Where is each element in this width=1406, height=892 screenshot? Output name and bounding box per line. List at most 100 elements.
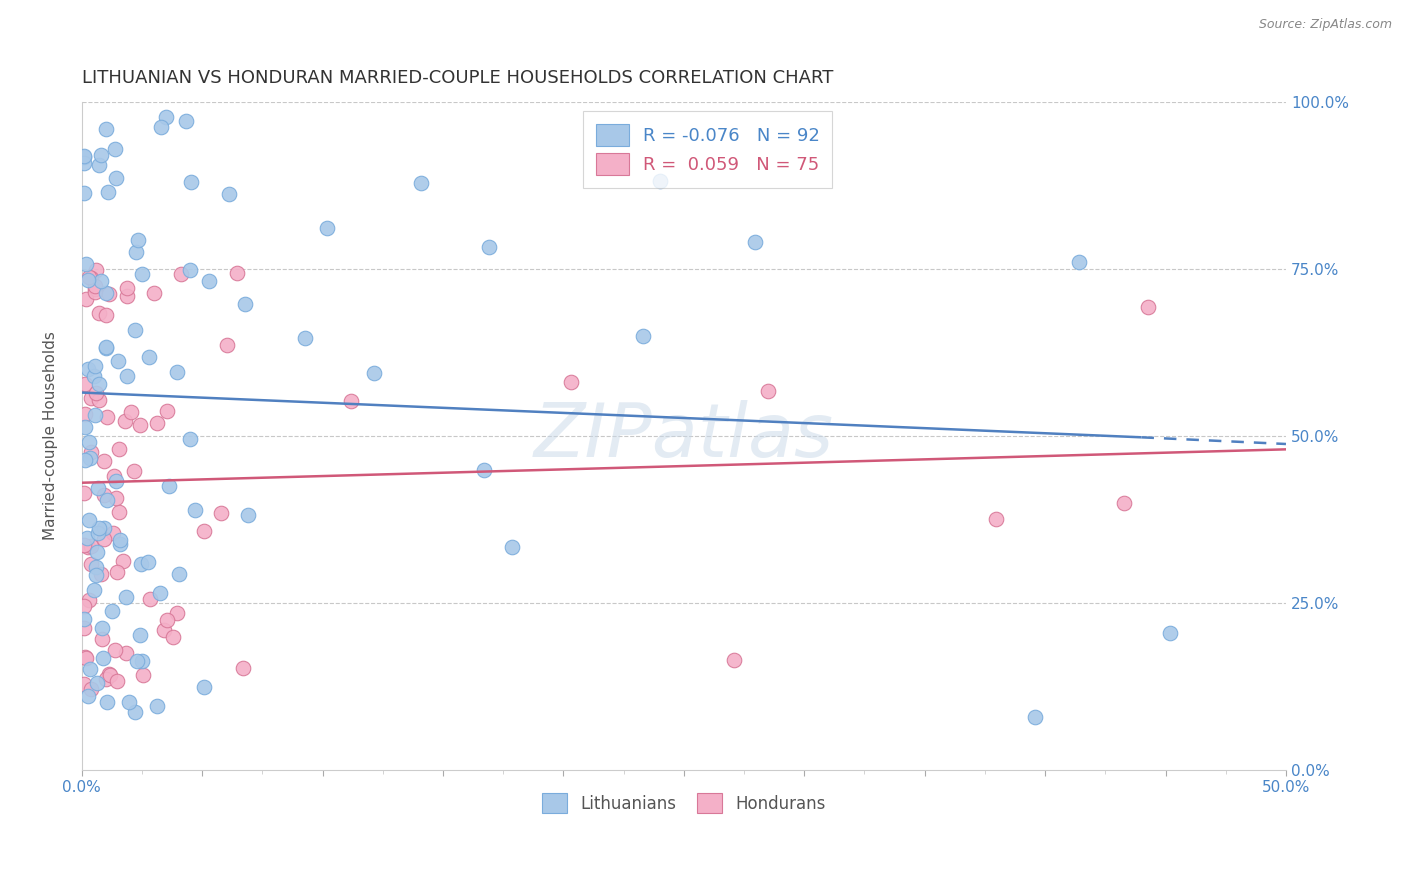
Point xyxy=(146,698,169,713)
Point xyxy=(84,559,107,574)
Point xyxy=(94,341,117,355)
Point xyxy=(73,155,96,169)
Point xyxy=(138,350,160,364)
Point xyxy=(104,491,127,505)
Point xyxy=(73,186,96,200)
Point xyxy=(84,282,107,296)
Point xyxy=(98,286,121,301)
Point xyxy=(83,359,105,374)
Point xyxy=(89,392,111,407)
Legend: Lithuanians, Hondurans: Lithuanians, Hondurans xyxy=(534,785,834,822)
Point xyxy=(100,668,122,682)
Point xyxy=(86,544,108,558)
Point xyxy=(472,462,495,476)
Point xyxy=(166,606,188,620)
Point xyxy=(1137,301,1160,315)
Point xyxy=(723,653,745,667)
Point xyxy=(115,591,138,605)
Point xyxy=(83,369,105,384)
Point xyxy=(183,503,205,517)
Point xyxy=(1024,709,1046,723)
Point xyxy=(84,262,107,277)
Point xyxy=(115,289,138,303)
Point xyxy=(215,337,238,351)
Point xyxy=(103,526,125,541)
Point xyxy=(1112,495,1135,509)
Point xyxy=(131,557,153,571)
Point xyxy=(238,508,260,522)
Point xyxy=(143,285,166,300)
Point xyxy=(156,403,179,417)
Point xyxy=(84,279,107,293)
Point xyxy=(77,434,100,449)
Point xyxy=(744,235,766,249)
Point xyxy=(103,469,125,483)
Point xyxy=(93,454,115,468)
Point xyxy=(77,270,100,285)
Point xyxy=(80,557,103,571)
Text: Source: ZipAtlas.com: Source: ZipAtlas.com xyxy=(1258,18,1392,31)
Point xyxy=(162,630,184,644)
Point xyxy=(96,121,118,136)
Point xyxy=(96,410,118,425)
Point xyxy=(94,673,117,687)
Point xyxy=(84,385,107,400)
Point xyxy=(77,513,100,527)
Point xyxy=(80,391,103,405)
Point xyxy=(104,170,127,185)
Point xyxy=(1069,255,1091,269)
Point xyxy=(155,110,177,124)
Point xyxy=(97,666,120,681)
Point xyxy=(124,705,146,719)
Point xyxy=(87,526,110,541)
Point xyxy=(115,369,138,384)
Point xyxy=(90,274,112,288)
Point xyxy=(105,673,128,688)
Point xyxy=(77,593,100,607)
Point xyxy=(80,539,103,553)
Point xyxy=(166,364,188,378)
Point xyxy=(198,275,221,289)
Point xyxy=(193,524,215,539)
Point xyxy=(114,414,136,428)
Point xyxy=(127,654,149,668)
Point xyxy=(157,479,180,493)
Point xyxy=(136,555,159,569)
Point xyxy=(73,420,96,434)
Point xyxy=(193,681,215,695)
Point xyxy=(75,376,97,391)
Point xyxy=(90,621,112,635)
Point xyxy=(108,505,131,519)
Point xyxy=(180,175,202,189)
Point xyxy=(209,506,232,520)
Point xyxy=(90,566,112,581)
Point xyxy=(501,541,523,555)
Point xyxy=(75,407,97,421)
Point xyxy=(79,662,101,676)
Point xyxy=(83,408,105,422)
Point xyxy=(218,187,240,202)
Point xyxy=(560,375,582,389)
Point xyxy=(91,651,114,665)
Point xyxy=(104,643,127,657)
Point xyxy=(117,695,139,709)
Point xyxy=(409,177,432,191)
Point xyxy=(110,537,132,551)
Point xyxy=(75,292,97,306)
Point xyxy=(105,474,128,488)
Point xyxy=(169,567,191,582)
Point xyxy=(93,488,115,502)
Point xyxy=(179,432,201,446)
Point xyxy=(77,361,100,376)
Point xyxy=(76,273,98,287)
Point xyxy=(1159,625,1181,640)
Point xyxy=(104,142,127,156)
Point xyxy=(83,582,105,597)
Point xyxy=(105,565,128,579)
Point xyxy=(90,148,112,162)
Point xyxy=(87,481,110,495)
Point xyxy=(84,285,107,299)
Point xyxy=(91,632,114,646)
Point xyxy=(75,651,97,665)
Point xyxy=(73,677,96,691)
